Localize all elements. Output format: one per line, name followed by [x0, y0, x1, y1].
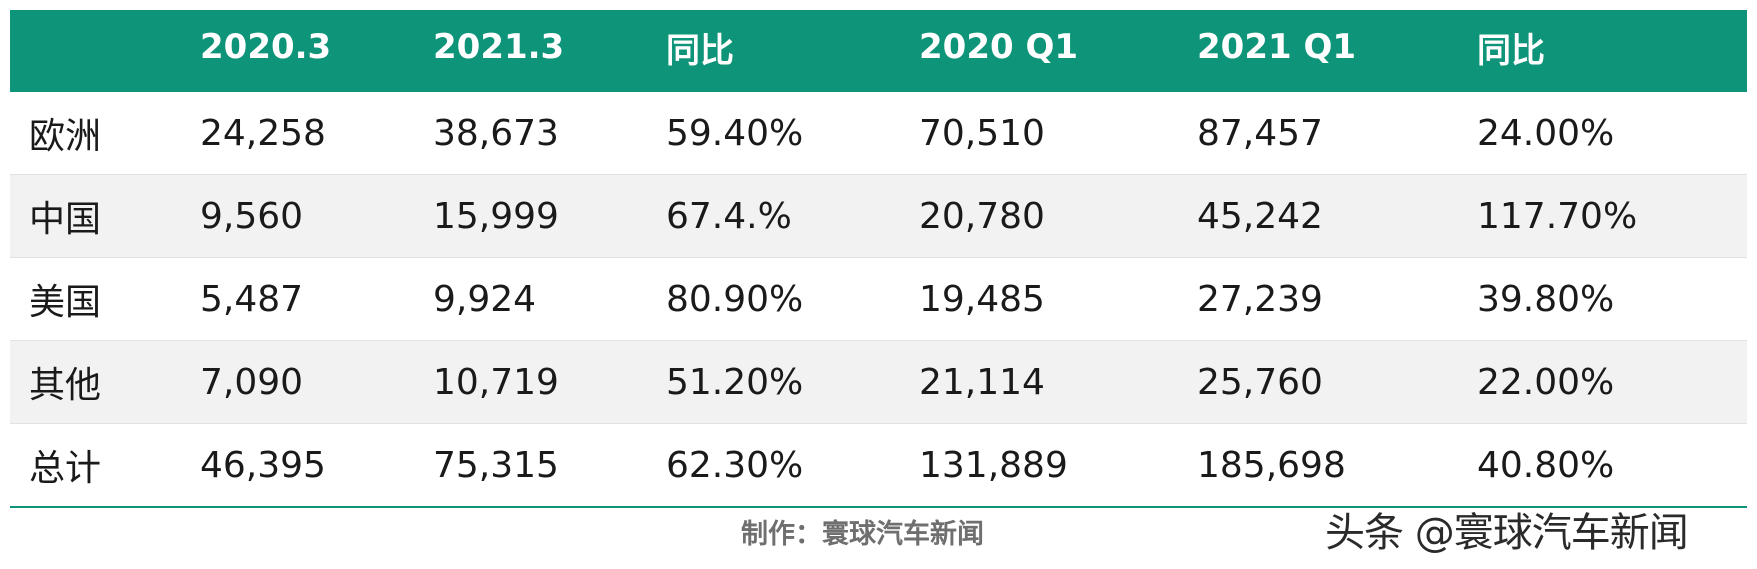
header-cell-2021-3: 2021.3: [433, 10, 666, 92]
value-cell: 87,457: [1197, 112, 1323, 154]
data-table-container: 2020.3 2021.3 同比 2020 Q1 2021 Q1 同比 欧洲 2…: [10, 10, 1747, 508]
value-cell: 27,239: [1197, 257, 1477, 341]
table-row: 美国 5,487 9,924 80.90% 19,485 27,239 39.8…: [10, 257, 1747, 341]
value-cell: 15,999: [433, 174, 666, 258]
value-cell: 5,487: [200, 257, 433, 341]
value-cell: 10,719: [433, 340, 666, 424]
value-cell: 46,395: [200, 423, 433, 508]
credit-caption: 制作：寰球汽车新闻: [741, 519, 984, 550]
percent-cell: 24.00%: [1477, 112, 1615, 154]
table-row: 欧洲 24,258 38,673 59.40% 70,510 87,457 24…: [10, 92, 1747, 175]
value-cell: 7,090: [200, 340, 433, 424]
value-cell: 131,889: [919, 423, 1197, 508]
percent-cell: 67.4.%: [666, 174, 919, 258]
value-cell: 185,698: [1197, 423, 1477, 508]
region-cell: 总计: [10, 423, 200, 508]
header-row: 2020.3 2021.3 同比 2020 Q1 2021 Q1 同比: [10, 10, 1747, 92]
value-cell: 19,485: [919, 257, 1197, 341]
percent-cell: 80.90%: [666, 257, 919, 341]
header-label: 2021 Q1: [1197, 27, 1357, 67]
header-cell-2020-q1: 2020 Q1: [919, 10, 1197, 92]
region-cell: 欧洲: [29, 116, 102, 157]
header-label: 2021.3: [433, 27, 565, 67]
value-cell: 9,924: [433, 257, 666, 341]
percent-cell: 39.80%: [1477, 257, 1747, 341]
value-cell: 75,315: [433, 423, 666, 508]
value-cell: 24,258: [200, 112, 326, 154]
percent-cell: 22.00%: [1477, 340, 1747, 424]
header-label: 同比: [666, 30, 734, 71]
table-row: 中国 9,560 15,999 67.4.% 20,780 45,242 117…: [10, 174, 1747, 258]
percent-cell: 40.80%: [1477, 423, 1747, 508]
sales-table: 2020.3 2021.3 同比 2020 Q1 2021 Q1 同比 欧洲 2…: [10, 10, 1747, 508]
watermark-text: 头条 @寰球汽车新闻: [1325, 510, 1689, 556]
table-row-total: 总计 46,395 75,315 62.30% 131,889 185,698 …: [10, 423, 1747, 508]
percent-cell: 59.40%: [666, 112, 804, 154]
percent-cell: 62.30%: [666, 423, 919, 508]
value-cell: 70,510: [919, 112, 1045, 154]
percent-cell: 117.70%: [1477, 174, 1747, 258]
table-header: 2020.3 2021.3 同比 2020 Q1 2021 Q1 同比: [10, 10, 1747, 92]
region-cell: 中国: [10, 174, 200, 258]
header-cell-yoy-quarter: 同比: [1477, 10, 1747, 92]
header-cell-region: [10, 10, 200, 92]
header-cell-2021-q1: 2021 Q1: [1197, 10, 1477, 92]
value-cell: 45,242: [1197, 174, 1477, 258]
percent-cell: 51.20%: [666, 340, 919, 424]
value-cell: 25,760: [1197, 340, 1477, 424]
value-cell: 21,114: [919, 340, 1197, 424]
table-body: 欧洲 24,258 38,673 59.40% 70,510 87,457 24…: [10, 92, 1747, 508]
value-cell: 38,673: [433, 112, 559, 154]
header-label: 2020.3: [200, 27, 332, 67]
header-label: 2020 Q1: [919, 27, 1079, 67]
table-row: 其他 7,090 10,719 51.20% 21,114 25,760 22.…: [10, 340, 1747, 424]
header-cell-2020-3: 2020.3: [200, 10, 433, 92]
value-cell: 9,560: [200, 174, 433, 258]
region-cell: 其他: [10, 340, 200, 424]
value-cell: 20,780: [919, 174, 1197, 258]
header-cell-yoy-month: 同比: [666, 10, 919, 92]
region-cell: 美国: [10, 257, 200, 341]
header-label: 同比: [1477, 30, 1545, 71]
